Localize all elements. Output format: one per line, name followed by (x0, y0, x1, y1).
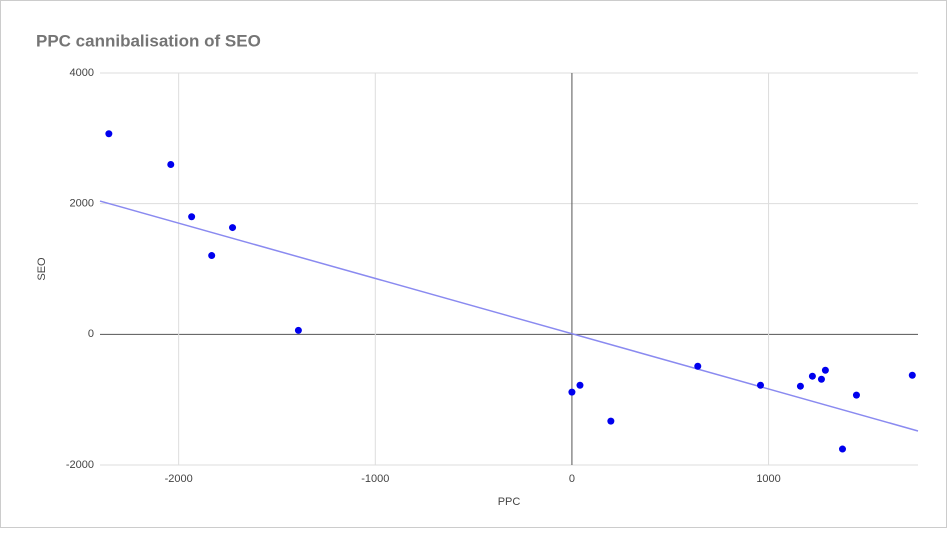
point (607, 417, 615, 425)
y-tick-label: -2000 (66, 459, 94, 471)
chart-title: PPC cannibalisation of SEO (36, 31, 261, 50)
point (167, 160, 175, 168)
point (576, 381, 584, 389)
x-tick-label: -1000 (361, 473, 389, 485)
y-axis-label: SEO (36, 257, 48, 281)
point (838, 445, 846, 453)
point (908, 371, 916, 379)
y-tick-label: 4000 (70, 67, 94, 79)
x-axis-label: PPC (498, 496, 521, 508)
point (208, 252, 216, 260)
x-tick-label: 1000 (756, 473, 780, 485)
x-tick-label: 0 (569, 473, 575, 485)
point (756, 381, 764, 389)
point (294, 326, 302, 334)
point (796, 382, 804, 390)
point (817, 375, 825, 383)
trendline (99, 200, 919, 432)
x-tick-label: -2000 (165, 473, 193, 485)
point (821, 366, 829, 374)
y-tick-label: 2000 (70, 198, 94, 210)
point (568, 388, 576, 396)
point (852, 391, 860, 399)
point (229, 224, 237, 232)
point (808, 372, 816, 380)
point (694, 362, 702, 370)
point (188, 213, 196, 221)
point (105, 130, 113, 138)
y-tick-label: 0 (88, 328, 94, 340)
